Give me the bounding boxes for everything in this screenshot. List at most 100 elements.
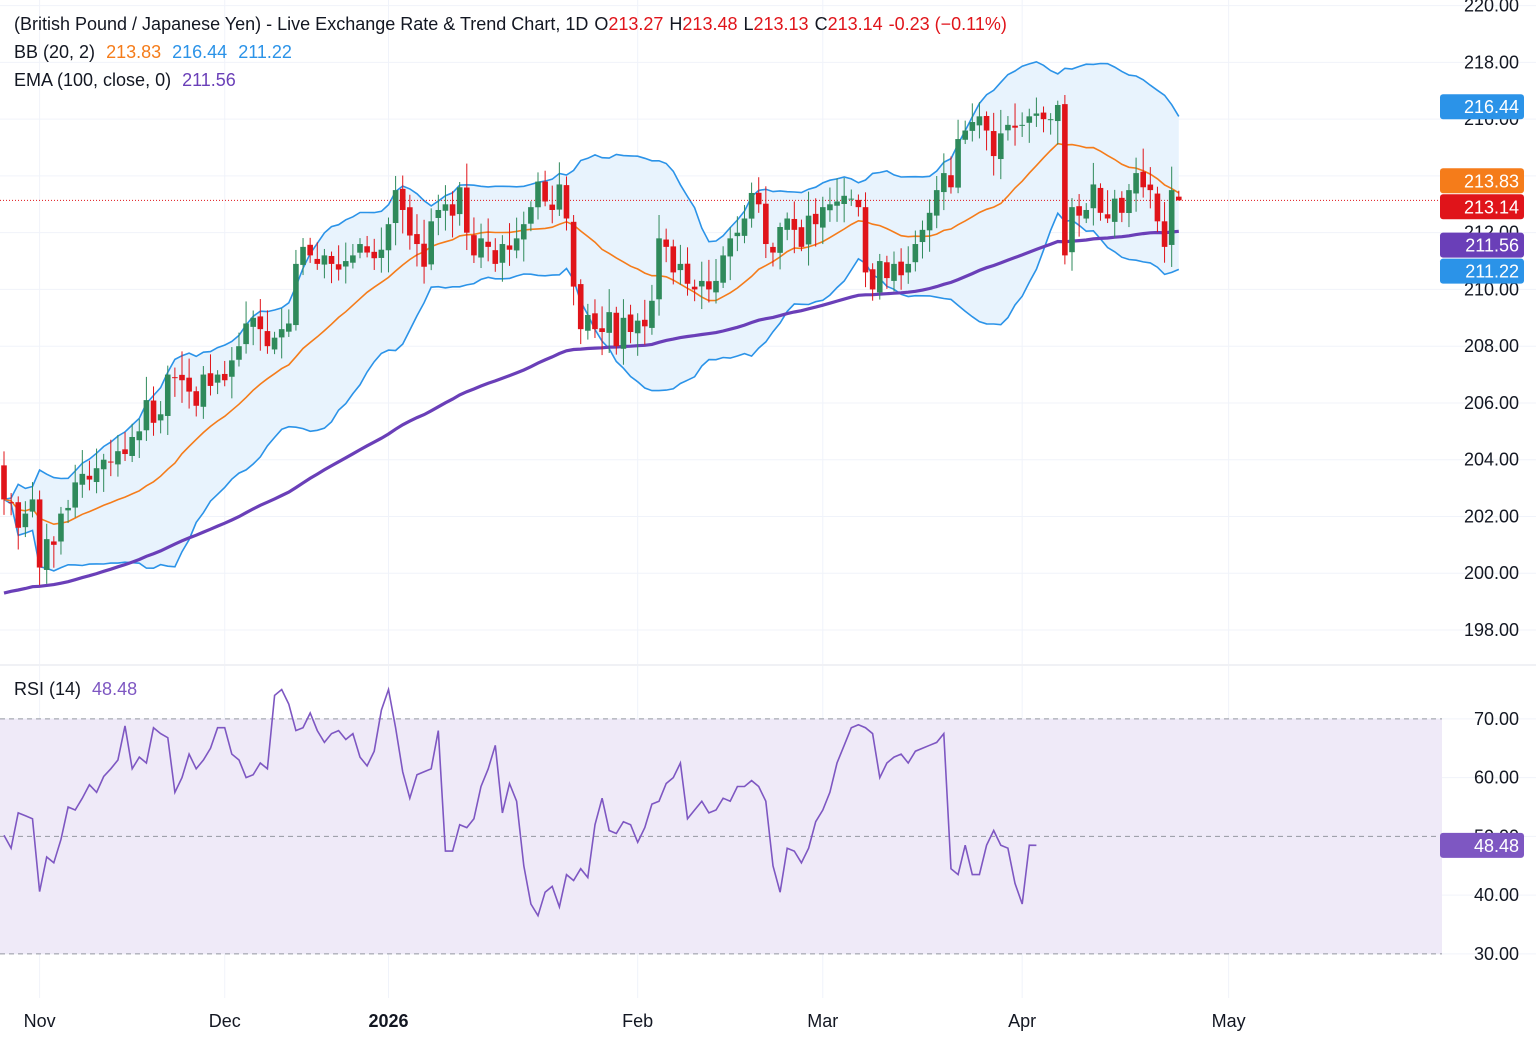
rsi-value-label-text: 48.48 <box>1474 836 1519 856</box>
candle-body <box>428 221 434 265</box>
candle-body <box>983 115 990 131</box>
ema-price-label <box>1440 232 1524 258</box>
bollinger-legend[interactable]: BB (20, 2) 213.83 216.44 211.22 <box>14 42 298 63</box>
candle-body <box>734 232 741 237</box>
candle-body <box>378 249 385 258</box>
time-tick-label: May <box>1212 1011 1246 1031</box>
last-price-label-text: 213.14 <box>1464 197 1519 217</box>
rsi-tick-label: 60.00 <box>1474 768 1519 788</box>
time-axis[interactable]: Nov Dec 2026 Feb Mar Apr May <box>24 1011 1246 1031</box>
candle-body <box>656 238 662 300</box>
candle-body <box>998 133 1004 160</box>
candle-body <box>29 499 36 512</box>
candle-body <box>684 263 691 284</box>
change-value: -0.23 (−0.11%) <box>888 14 1007 34</box>
candle-body <box>1019 124 1025 126</box>
candle-body <box>499 244 506 263</box>
rsi-legend[interactable]: RSI (14) 48.48 <box>14 679 143 700</box>
candle-body <box>798 227 805 247</box>
time-tick-label: Dec <box>209 1011 241 1031</box>
close-label: C <box>814 14 828 34</box>
bollinger-basis-line <box>3 142 1180 526</box>
candle-body <box>1168 190 1175 245</box>
low-value: 213.13 <box>753 14 809 34</box>
candle-body <box>421 243 427 267</box>
candle-body <box>805 215 812 245</box>
time-tick-label: Feb <box>622 1011 653 1031</box>
candle-body <box>869 269 876 290</box>
candle-body <box>72 482 78 508</box>
rsi-tick-label: 70.00 <box>1474 709 1519 729</box>
candle-body <box>620 317 627 349</box>
high-value: 213.48 <box>682 14 738 34</box>
candle-body <box>520 224 527 240</box>
candle-body <box>613 312 620 347</box>
time-tick-label: Nov <box>24 1011 56 1031</box>
candle-body <box>649 300 655 328</box>
candle-body <box>855 199 862 208</box>
candle-body <box>108 461 114 463</box>
low-label: L <box>743 14 754 34</box>
candle-body <box>713 280 719 293</box>
candle-body <box>784 218 790 230</box>
candle-body <box>8 502 14 504</box>
bollinger-band-fill <box>4 61 1179 571</box>
candle-body <box>926 212 933 231</box>
candle-body <box>720 255 726 283</box>
candle-body <box>464 187 470 233</box>
candle-body <box>698 280 705 287</box>
bollinger-basis-value: 213.83 <box>106 42 162 62</box>
candle-body <box>250 317 256 327</box>
candle-body <box>834 201 840 206</box>
candle-body <box>528 207 534 224</box>
time-tick-label: 2026 <box>368 1011 408 1031</box>
candle-body <box>1161 221 1168 247</box>
candle-body <box>663 239 669 247</box>
candle-body <box>770 246 776 253</box>
candle-body <box>136 431 143 441</box>
close-value: 213.14 <box>827 14 883 34</box>
candle-body <box>179 374 185 381</box>
candle-body <box>442 204 449 211</box>
candle-body <box>392 190 399 224</box>
candle-body <box>86 475 93 480</box>
chart-title: (British Pound / Japanese Yen) - Live Ex… <box>14 14 589 34</box>
candle-body <box>1005 124 1011 131</box>
last-price-label <box>1440 194 1524 220</box>
candle-body <box>962 130 968 140</box>
candle-body <box>1026 116 1033 123</box>
candle-body <box>891 263 897 281</box>
rsi-tick-label: 30.00 <box>1474 944 1519 964</box>
candle-body <box>898 261 904 276</box>
price-tick-label: 220.00 <box>1464 0 1519 16</box>
bollinger-lower-value: 211.22 <box>238 42 292 62</box>
ema-legend[interactable]: EMA (100, close, 0) 211.56 <box>14 70 242 91</box>
candle-body <box>435 209 442 218</box>
candle-body <box>549 204 556 210</box>
candle-body <box>535 181 541 208</box>
candlestick-series <box>1 94 1182 586</box>
candle-body <box>164 374 171 416</box>
bollinger-upper-value: 216.44 <box>172 42 228 62</box>
candle-body <box>1126 190 1132 214</box>
candle-body <box>36 499 43 568</box>
candle-body <box>563 185 570 219</box>
candle-body <box>143 400 150 431</box>
candle-body <box>777 227 783 253</box>
candle-body <box>214 374 221 383</box>
candle-body <box>1012 125 1018 128</box>
candle-body <box>207 373 214 386</box>
candle-body <box>933 190 940 216</box>
price-tick-label: 204.00 <box>1464 450 1519 470</box>
candle-body <box>271 337 278 350</box>
candle-body <box>257 316 264 330</box>
candle-body <box>236 346 242 360</box>
candle-body <box>912 244 919 263</box>
candle-body <box>15 502 22 528</box>
candle-body <box>627 314 634 332</box>
candle-body <box>399 188 406 210</box>
candle-body <box>371 251 378 259</box>
candle-body <box>599 328 605 332</box>
